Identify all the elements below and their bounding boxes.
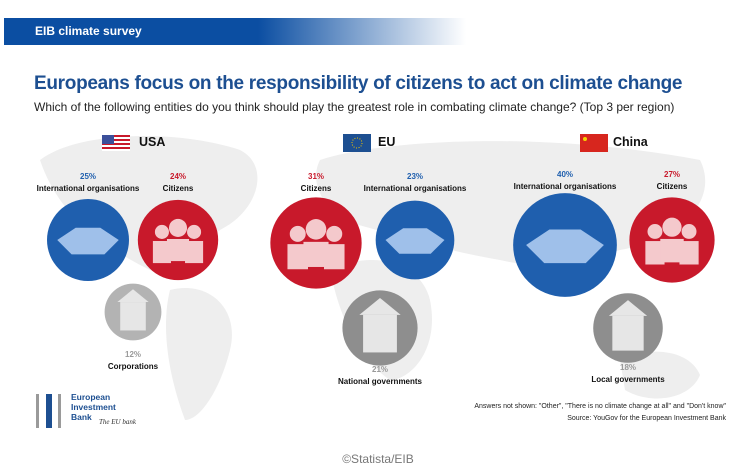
header-label: EIB climate survey	[35, 24, 142, 38]
pct-label: 24%	[169, 172, 187, 181]
eu-flag-icon	[343, 134, 371, 152]
china-flag-icon	[580, 134, 608, 152]
logo-tagline: The EU bank	[99, 418, 136, 426]
category-label: National governments	[337, 377, 423, 386]
region-label-usa: USA	[139, 135, 166, 149]
pct-label: 27%	[663, 170, 681, 179]
category-label: Citizens	[300, 184, 332, 193]
header-bar: EIB climate survey	[4, 18, 466, 45]
footer-credit: ©Statista/EIB	[342, 452, 414, 466]
pct-label: 23%	[406, 172, 424, 181]
source-note: Source: YouGov for the European Investme…	[567, 415, 726, 422]
logo-line-2: Investment	[71, 402, 116, 412]
region-label-eu: EU	[378, 135, 396, 149]
pct-label: 25%	[79, 172, 97, 181]
page-title: Europeans focus on the responsibility of…	[34, 73, 683, 94]
subtitle: Which of the following entities do you t…	[34, 100, 675, 114]
pct-label: 21%	[371, 365, 389, 374]
pct-label: 40%	[556, 170, 574, 179]
region-label-china: China	[613, 135, 648, 149]
category-label: Local governments	[591, 375, 665, 384]
eib-logo-mark-icon	[36, 394, 61, 428]
category-label: Citizens	[656, 182, 688, 191]
category-label: International organisations	[36, 184, 140, 193]
logo-line-3: Bank	[71, 412, 92, 422]
pct-label: 31%	[307, 172, 325, 181]
category-label: Corporations	[107, 362, 159, 371]
handshake-icon	[526, 229, 604, 264]
people-icon	[152, 218, 204, 264]
category-label: International organisations	[363, 184, 467, 193]
people-icon	[287, 219, 345, 270]
pct-label: 18%	[619, 363, 637, 372]
usa-flag-icon	[102, 135, 130, 151]
town-hall-icon	[608, 300, 648, 351]
pct-label: 12%	[124, 350, 142, 359]
handshake-icon	[57, 227, 119, 255]
handshake-icon	[385, 228, 445, 254]
office-building-icon	[117, 289, 149, 331]
people-icon	[645, 217, 699, 265]
logo-line-1: European	[71, 392, 111, 402]
capitol-icon	[359, 297, 401, 353]
category-label: International organisations	[513, 182, 617, 191]
eib-logo: European Investment Bank The EU bank	[35, 392, 155, 434]
category-label: Citizens	[162, 184, 194, 193]
answers-not-shown-note: Answers not shown: "Other", "There is no…	[474, 403, 726, 410]
